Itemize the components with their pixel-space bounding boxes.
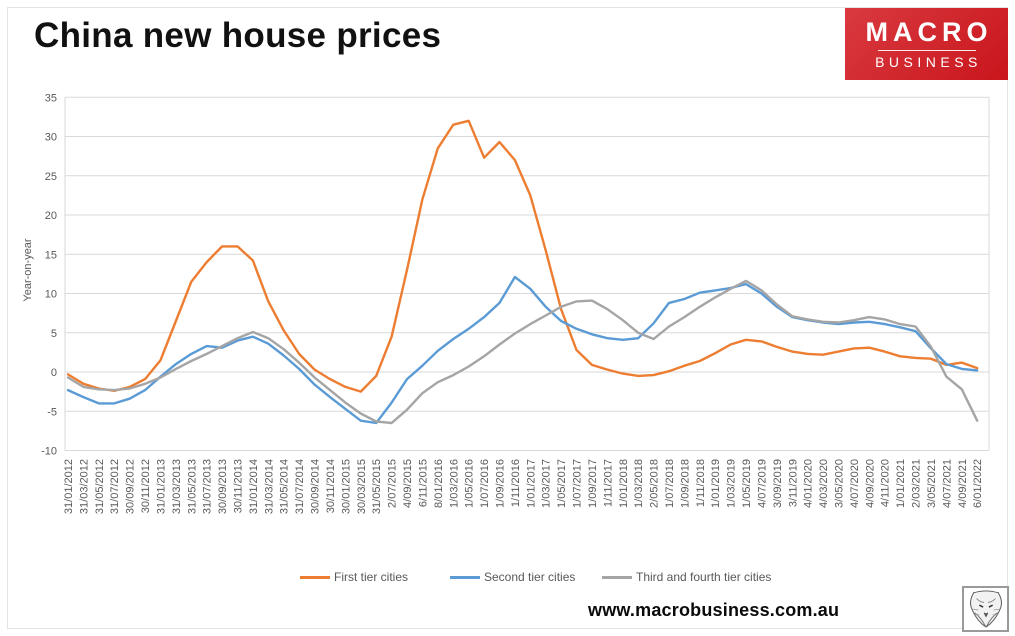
logo-divider (877, 50, 976, 51)
x-tick-label: 1/03/2018 (633, 459, 645, 508)
y-tick-label: 20 (45, 210, 57, 222)
x-tick-label: 31/03/2012 (78, 459, 90, 514)
x-tick-label: 4/09/2015 (402, 459, 414, 508)
x-tick-label: 2/05/2018 (649, 459, 661, 508)
x-tick-label: 3/05/2021 (926, 459, 938, 508)
x-tick-label: 31/03/2013 (171, 459, 183, 514)
y-tick-label: 10 (45, 289, 57, 301)
x-tick-label: 31/05/2015 (371, 459, 383, 514)
x-tick-label: 31/05/2014 (279, 459, 291, 514)
x-tick-label: 1/03/2016 (448, 459, 460, 508)
x-tick-label: 4/01/2020 (803, 459, 815, 508)
x-tick-label: 3/09/2019 (772, 459, 784, 508)
x-tick-label: 31/07/2013 (202, 459, 214, 514)
x-tick-label: 3/05/2020 (834, 459, 846, 508)
x-tick-label: 31/05/2012 (94, 459, 106, 514)
legend-label: First tier cities (334, 570, 409, 584)
x-tick-label: 4/07/2019 (756, 459, 768, 508)
x-tick-label: 31/07/2012 (109, 459, 121, 514)
x-tick-label: 30/11/2012 (140, 459, 152, 513)
x-tick-label: 1/11/2018 (695, 459, 707, 507)
x-tick-label: 31/01/2014 (248, 459, 260, 514)
x-tick-label: 3/11/2019 (787, 459, 799, 507)
y-tick-label: -10 (41, 446, 57, 458)
x-tick-label: 31/01/2013 (155, 459, 167, 514)
y-tick-label: 35 (45, 92, 57, 104)
legend-swatch-icon (300, 575, 330, 579)
logo-text-business: BUSINESS (875, 54, 982, 70)
x-tick-label: 1/11/2017 (602, 459, 614, 507)
x-tick-label: 1/05/2019 (741, 459, 753, 508)
x-tick-label: 6/01/2022 (972, 459, 984, 508)
x-tick-label: 1/05/2017 (556, 459, 568, 508)
x-tick-label: 1/09/2018 (679, 459, 691, 508)
x-tick-label: 1/09/2016 (494, 459, 506, 508)
page-title: China new house prices (34, 16, 442, 55)
legend: First tier cities Second tier cities Third… (0, 570, 1015, 586)
x-tick-label: 30/09/2012 (125, 459, 137, 514)
x-tick-label: 4/07/2020 (849, 459, 861, 508)
series-line-first-tier-cities (66, 119, 979, 393)
y-tick-label: 0 (51, 367, 57, 379)
x-tick-label: 30/01/2015 (340, 459, 352, 514)
y-tick-label: 5 (51, 328, 57, 340)
x-tick-label: 1/01/2021 (895, 459, 907, 508)
x-tick-label: 1/07/2016 (479, 459, 491, 508)
x-tick-label: 1/03/2019 (726, 459, 738, 508)
x-tick-label: 2/03/2021 (911, 459, 923, 508)
x-tick-label: 30/11/2013 (233, 459, 245, 513)
x-tick-label: 30/11/2014 (325, 459, 337, 513)
legend-label: Third and fourth tier cities (636, 570, 772, 584)
x-tick-label: 1/07/2017 (572, 459, 584, 508)
x-tick-label: 30/03/2015 (356, 459, 368, 514)
x-tick-label: 31/03/2014 (263, 459, 275, 514)
macrobusiness-logo: MACRO BUSINESS (845, 8, 1008, 80)
x-tick-label: 4/03/2020 (818, 459, 830, 508)
legend-item: First tier cities (300, 570, 408, 584)
x-tick-label: 1/01/2019 (710, 459, 722, 508)
legend-label: Second tier cities (484, 570, 576, 584)
x-tick-label: 1/01/2017 (525, 459, 537, 508)
x-tick-label: 4/09/2021 (957, 459, 969, 508)
y-tick-label: 30 (45, 132, 57, 144)
x-tick-label: 31/07/2014 (294, 459, 306, 514)
logo-text-macro: MACRO (865, 17, 993, 47)
y-tick-label: 15 (45, 249, 57, 261)
y-tick-label: 25 (45, 171, 57, 183)
x-tick-label: 4/07/2021 (941, 459, 953, 508)
x-tick-label: 30/09/2013 (217, 459, 229, 514)
wolf-icon (969, 590, 1002, 628)
x-tick-label: 1/07/2018 (664, 459, 676, 508)
x-tick-label: 1/05/2016 (464, 459, 476, 508)
legend-item: Third and fourth tier cities (602, 570, 771, 584)
x-tick-label: 31/01/2012 (63, 459, 75, 514)
x-tick-label: 1/01/2018 (618, 459, 630, 508)
wolf-stamp (962, 586, 1009, 632)
x-tick-label: 31/05/2013 (186, 459, 198, 514)
x-tick-label: 8/01/2016 (433, 459, 445, 508)
y-tick-label: -5 (47, 406, 57, 418)
series-line-third-and-fourth-tier-cities (66, 279, 979, 425)
x-tick-label: 1/09/2017 (587, 459, 599, 508)
x-tick-label: 1/03/2017 (541, 459, 553, 508)
website-url: www.macrobusiness.com.au (588, 600, 840, 620)
legend-swatch-icon (602, 575, 632, 579)
legend-item: Second tier cities (450, 570, 575, 584)
x-tick-label: 2/07/2015 (387, 459, 399, 508)
x-tick-label: 30/09/2014 (310, 459, 322, 514)
x-tick-label: 6/11/2015 (417, 459, 429, 507)
x-tick-label: 4/09/2020 (864, 459, 876, 508)
x-tick-label: 4/11/2020 (880, 459, 892, 507)
x-tick-label: 1/11/2016 (510, 459, 522, 507)
legend-swatch-icon (450, 575, 480, 579)
